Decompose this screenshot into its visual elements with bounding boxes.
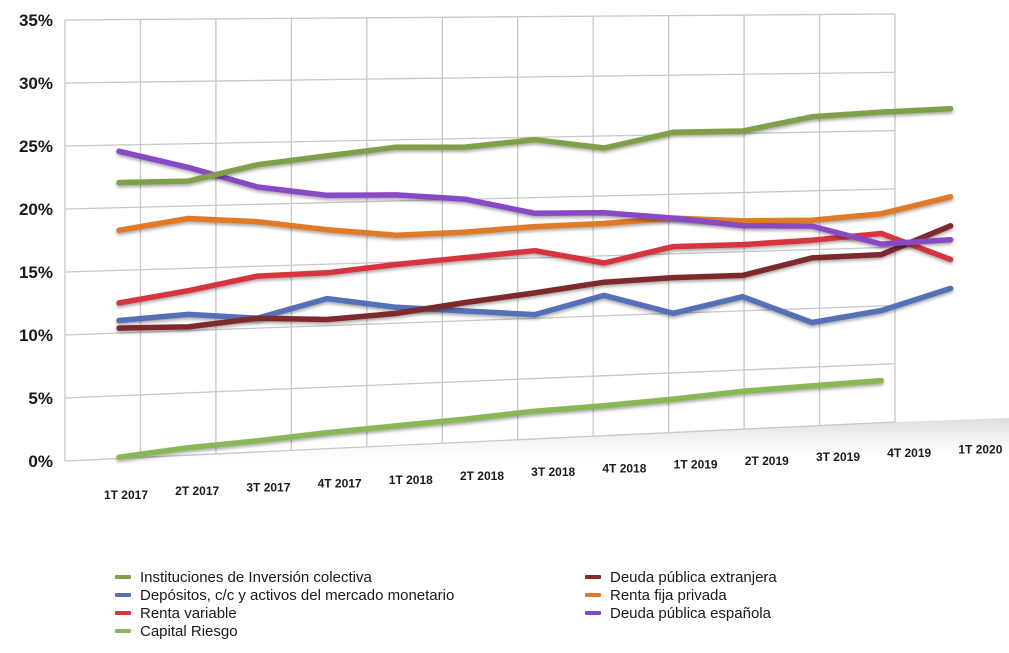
gridline-horizontal xyxy=(64,71,896,84)
y-tick-label: 25% xyxy=(19,137,53,156)
x-tick-label: 4T 2018 xyxy=(602,461,646,475)
series-line-2 xyxy=(116,230,954,306)
legend-label: Renta fija privada xyxy=(610,586,727,604)
legend-label: Capital Riesgo xyxy=(140,622,238,640)
x-axis-ticks: 1T 2017 2T 2017 3T 2017 4T 2017 1T 2018 2T 20… xyxy=(104,442,1003,502)
legend-label: Deuda pública extranjera xyxy=(610,568,777,586)
y-tick-label: 10% xyxy=(19,326,53,345)
gridline-horizontal xyxy=(64,188,896,210)
legend-item: Depósitos, c/c y activos del mercado mon… xyxy=(115,586,585,604)
x-tick-label: 2T 2019 xyxy=(745,454,789,468)
series-lines xyxy=(116,105,954,460)
gridline-horizontal xyxy=(64,421,896,462)
x-tick-label: 1T 2019 xyxy=(674,458,718,472)
gridline-horizontal xyxy=(64,363,896,399)
x-tick-label: 1T 2018 xyxy=(389,473,433,487)
x-tick-label: 1T 2017 xyxy=(104,488,148,502)
legend-label: Depósitos, c/c y activos del mercado mon… xyxy=(140,586,455,604)
series-line-4 xyxy=(116,223,954,331)
gridline-horizontal xyxy=(64,246,896,273)
legend-item: Renta fija privada xyxy=(585,586,915,604)
grid-lines xyxy=(64,13,896,462)
x-tick-label: 3T 2017 xyxy=(246,480,290,494)
gridline-horizontal xyxy=(64,129,896,147)
series-line-0 xyxy=(116,105,954,186)
legend-item: Renta variable xyxy=(115,604,585,622)
y-tick-label: 15% xyxy=(19,263,53,282)
x-tick-label: 4T 2017 xyxy=(318,477,362,491)
gridline-horizontal xyxy=(64,304,896,336)
legend-item: Deuda pública extranjera xyxy=(585,568,915,586)
plot-floor xyxy=(65,418,1009,470)
legend-label: Instituciones de Inversión colectiva xyxy=(140,568,372,586)
legend-swatch xyxy=(115,629,131,633)
legend-item: Instituciones de Inversión colectiva xyxy=(115,568,585,586)
y-axis-ticks: 0% 5% 10% 15% 20% 25% 30% 35% xyxy=(19,11,53,471)
x-tick-label: 2T 2018 xyxy=(460,469,504,483)
x-tick-label: 1T 2020 xyxy=(958,442,1002,456)
y-tick-label: 35% xyxy=(19,11,53,30)
legend-swatch xyxy=(585,611,601,615)
series-line-5 xyxy=(116,194,954,238)
gridline-horizontal xyxy=(64,13,896,21)
legend: Instituciones de Inversión colectiva Deud… xyxy=(115,568,915,652)
legend-label: Renta variable xyxy=(140,604,237,622)
legend-label: Deuda pública española xyxy=(610,604,771,622)
legend-swatch xyxy=(585,575,601,579)
y-tick-label: 20% xyxy=(19,200,53,219)
x-tick-label: 2T 2017 xyxy=(175,484,219,498)
legend-swatch xyxy=(115,575,131,579)
y-tick-label: 5% xyxy=(28,389,53,408)
series-line-6 xyxy=(116,148,954,247)
x-tick-label: 3T 2019 xyxy=(816,450,860,464)
y-tick-label: 0% xyxy=(28,452,53,471)
legend-swatch xyxy=(585,593,601,597)
x-tick-label: 3T 2018 xyxy=(531,465,575,479)
legend-swatch xyxy=(115,593,131,597)
series-line-3 xyxy=(116,377,885,460)
legend-item: Deuda pública española xyxy=(585,604,915,622)
x-tick-label: 4T 2019 xyxy=(887,446,931,460)
legend-swatch xyxy=(115,611,131,615)
legend-item: Capital Riesgo xyxy=(115,622,585,640)
y-tick-label: 30% xyxy=(19,74,53,93)
plot-backdrop xyxy=(65,418,1009,470)
